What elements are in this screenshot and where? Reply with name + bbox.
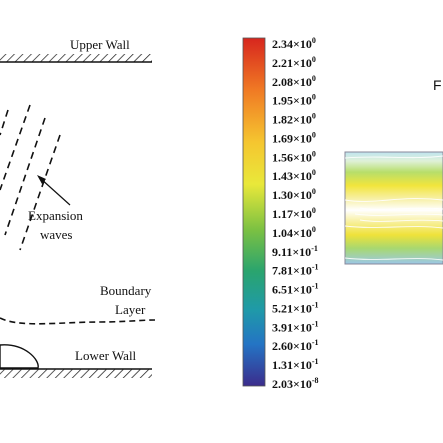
colorbar-label: 2.34×100 [272, 36, 316, 51]
colorbar-label: 1.69×100 [272, 130, 316, 145]
label-mantissa: 2.03×10 [272, 377, 312, 391]
colorbar-label: 1.17×100 [272, 206, 316, 221]
label-exponent: 0 [312, 74, 316, 83]
contours [344, 155, 443, 261]
label-exponent: 0 [312, 206, 316, 215]
label-mantissa: 1.56×10 [272, 150, 312, 164]
label-mantissa: 9.11×10 [272, 245, 311, 259]
colorbar-label: 1.56×100 [272, 149, 316, 164]
arrow [39, 177, 71, 206]
colorbar [242, 37, 266, 387]
label-exponent: -1 [312, 319, 319, 328]
label-mantissa: 2.21×10 [272, 56, 312, 70]
label-mantissa: 6.51×10 [272, 283, 312, 297]
label-mantissa: 1.95×10 [272, 94, 312, 108]
colorbar-label: 1.30×100 [272, 187, 316, 202]
label-exponent: 0 [312, 149, 316, 158]
label-exponent: 0 [312, 187, 316, 196]
label-exponent: -1 [312, 357, 319, 366]
colorbar-label: 2.21×100 [272, 55, 316, 70]
lower-wall-hatch [0, 369, 152, 378]
colorbar-label: 1.31×10-1 [272, 357, 319, 372]
label-mantissa: 5.21×10 [272, 301, 312, 315]
label-mantissa: 2.34×10 [272, 37, 312, 51]
colorbar-label: 2.60×10-1 [272, 338, 319, 353]
label-exponent: 0 [312, 225, 316, 234]
label-mantissa: 2.60×10 [272, 339, 312, 353]
label-mantissa: 1.30×10 [272, 188, 312, 202]
arrow-head [37, 175, 46, 184]
label-exponent: 0 [312, 168, 316, 177]
lower-wall-label: Lower Wall [75, 348, 137, 363]
label-exponent: 0 [312, 36, 316, 45]
boundary-layer [0, 317, 156, 325]
boundary-label: Boundary [100, 283, 152, 298]
label-exponent: -1 [311, 244, 318, 253]
colorbar-label: 2.08×100 [272, 74, 316, 89]
expansion-waves [0, 104, 61, 251]
colorbar-label: 9.11×10-1 [272, 244, 318, 259]
colorbar-label: 1.43×100 [272, 168, 316, 183]
label-mantissa: 3.91×10 [272, 320, 312, 334]
label-exponent: -8 [312, 376, 319, 385]
label-mantissa: 7.81×10 [272, 264, 312, 278]
label-mantissa: 2.08×10 [272, 75, 312, 89]
label-mantissa: 1.31×10 [272, 358, 312, 372]
label-mantissa: 1.69×10 [272, 131, 312, 145]
colorbar-label: 1.82×100 [272, 112, 316, 127]
upper-wall-hatch [0, 54, 152, 62]
colorbar-label: 2.03×10-8 [272, 376, 319, 391]
boundary-label: Layer [115, 302, 146, 317]
label-exponent: 0 [312, 93, 316, 102]
expansion-label: waves [40, 227, 73, 242]
label-exponent: -1 [312, 263, 319, 272]
label-exponent: -1 [312, 282, 319, 291]
colorbar-label: 5.21×10-1 [272, 300, 319, 315]
separation-bubble [0, 344, 39, 369]
label-exponent: 0 [312, 130, 316, 139]
colorbar-label: 1.04×100 [272, 225, 316, 240]
upper-wall-label: Upper Wall [70, 37, 130, 52]
colorbar-label: 1.95×100 [272, 93, 316, 108]
label-mantissa: 1.82×10 [272, 113, 312, 127]
label-mantissa: 1.17×10 [272, 207, 312, 221]
label-exponent: -1 [312, 300, 319, 309]
label-exponent: 0 [312, 55, 316, 64]
colorbar-label: 6.51×10-1 [272, 282, 319, 297]
colorbar-label: 3.91×10-1 [272, 319, 319, 334]
label-mantissa: 1.04×10 [272, 226, 312, 240]
label-mantissa: 1.43×10 [272, 169, 312, 183]
label-exponent: -1 [312, 338, 319, 347]
partial-title: F [433, 77, 442, 93]
expansion-label: Expansion [28, 208, 83, 223]
label-exponent: 0 [312, 112, 316, 121]
colorbar-label: 7.81×10-1 [272, 263, 319, 278]
